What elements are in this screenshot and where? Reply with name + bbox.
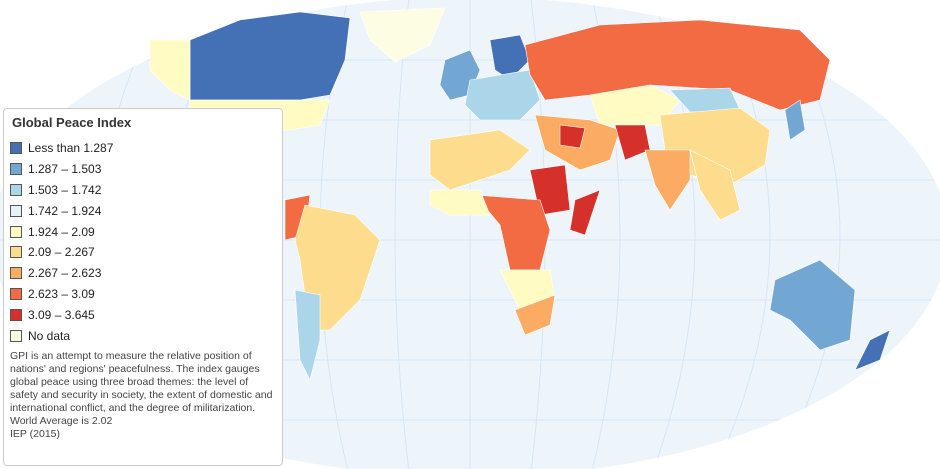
legend-item[interactable]: 1.924 – 2.09 [10, 221, 276, 242]
legend-item[interactable]: 1.742 – 1.924 [10, 200, 276, 221]
australia [769, 259, 856, 351]
legend-label: No data [28, 328, 71, 343]
legend-item[interactable]: 1.287 – 1.503 [10, 159, 276, 180]
somalia [569, 189, 601, 236]
legend-label: 2.09 – 2.267 [28, 245, 95, 260]
india [644, 149, 691, 211]
legend-swatch [10, 183, 22, 196]
legend-item[interactable]: 1.503 – 1.742 [10, 180, 276, 201]
legend-swatch [10, 308, 22, 321]
legend-swatch [10, 329, 22, 342]
legend-item[interactable]: 2.623 – 3.09 [10, 284, 276, 305]
canada [189, 11, 351, 101]
new-zealand [854, 329, 891, 371]
legend-swatch [10, 225, 22, 238]
north-africa [429, 129, 531, 191]
alaska [149, 39, 191, 101]
south-africa [514, 294, 556, 336]
legend-items: Less than 1.287 1.287 – 1.503 1.503 – 1.74… [10, 138, 276, 346]
southeast-asia [689, 149, 741, 221]
legend-item[interactable]: 2.09 – 2.267 [10, 242, 276, 263]
greenland [359, 7, 446, 63]
legend-item[interactable]: 3.09 – 3.645 [10, 304, 276, 325]
russia [524, 19, 831, 111]
legend-item[interactable]: No data [10, 325, 276, 346]
legend-label: 1.287 – 1.503 [28, 162, 102, 177]
legend-label: Less than 1.287 [28, 141, 114, 156]
japan [784, 99, 806, 141]
legend-label: 3.09 – 3.645 [28, 307, 95, 322]
kazakhstan [589, 84, 681, 126]
legend-item[interactable]: 2.267 – 2.623 [10, 263, 276, 284]
legend-label: 1.503 – 1.742 [28, 182, 102, 197]
legend-label: 1.924 – 2.09 [28, 224, 95, 239]
west-africa [429, 189, 491, 216]
legend-swatch [10, 287, 22, 300]
legend-title: Global Peace Index [12, 115, 132, 130]
legend-label: 1.742 – 1.924 [28, 203, 102, 218]
countries [149, 7, 891, 381]
legend-swatch [10, 246, 22, 259]
legend-swatch [10, 142, 22, 155]
legend-label: 2.267 – 2.623 [28, 266, 102, 281]
legend-swatch [10, 267, 22, 280]
description: GPI is an attempt to measure the relativ… [10, 349, 273, 414]
legend-swatch [10, 204, 22, 217]
argentina [294, 289, 321, 381]
legend: Global Peace Index Less than 1.287 1.287 … [3, 108, 283, 466]
scandinavia [489, 34, 531, 81]
source: IEP (2015) [10, 427, 61, 440]
legend-item[interactable]: Less than 1.287 [10, 138, 276, 159]
legend-label: 2.623 – 3.09 [28, 286, 95, 301]
legend-swatch [10, 163, 22, 176]
iraq-syria [559, 124, 586, 149]
average: World Average is 2.02 [10, 414, 113, 427]
